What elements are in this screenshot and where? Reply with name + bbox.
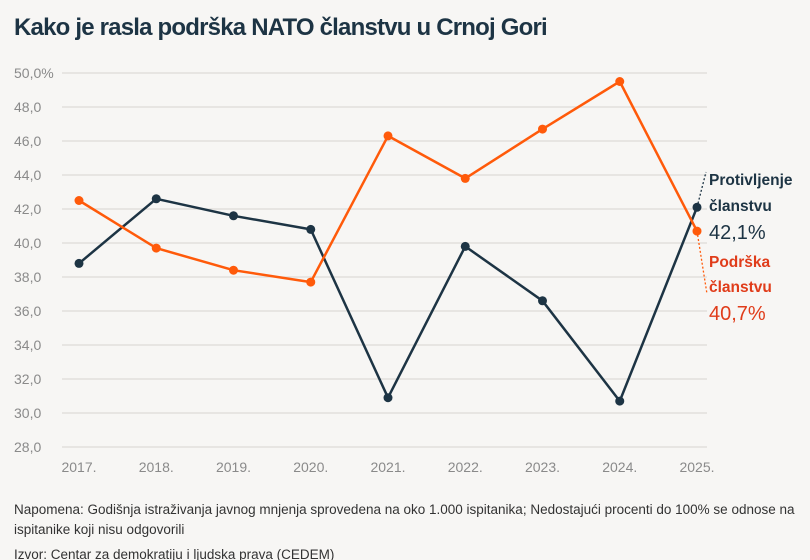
x-tick-label: 2020.	[293, 459, 328, 475]
y-tick-label: 46,0	[14, 133, 41, 149]
y-tick-label: 38,0	[14, 269, 41, 285]
x-tick-label: 2025.	[679, 459, 714, 475]
label-leader-line	[696, 230, 708, 295]
x-tick-label: 2021.	[370, 459, 405, 475]
series-last-value: 40,7%	[709, 303, 766, 325]
y-tick-label: 42,0	[14, 201, 41, 217]
data-point	[538, 296, 547, 306]
y-tick-label: 30,0	[14, 405, 41, 421]
data-point	[383, 393, 393, 403]
series-last-value: 42,1%	[709, 222, 766, 244]
series-line	[78, 80, 699, 284]
data-point	[229, 211, 238, 221]
y-tick-label: 36,0	[14, 303, 41, 319]
chart-note: Napomena: Godišnja istraživanja javnog m…	[14, 502, 795, 537]
y-tick-label: 48,0	[14, 99, 41, 115]
x-tick-label: 2024.	[602, 459, 637, 475]
series-label: Protivljenje	[709, 172, 793, 189]
series-label: Podrška	[709, 254, 771, 271]
data-point	[229, 265, 238, 275]
data-point	[460, 173, 470, 183]
data-point	[151, 243, 161, 253]
x-tick-label: 2018.	[139, 459, 174, 475]
data-point	[306, 277, 316, 287]
data-point	[615, 77, 625, 86]
data-point	[692, 226, 702, 236]
data-point	[538, 124, 547, 134]
line-chart: 28,0 30,0 32,0 34,0 36,0 38,0 40,0 42,0 44,0 46,0…	[14, 65, 793, 475]
data-point	[615, 396, 625, 406]
x-tick-label: 2017.	[61, 459, 96, 475]
y-tick-label: 50,0%	[14, 65, 54, 81]
data-point	[460, 241, 470, 251]
y-tick-label: 28,0	[14, 439, 41, 455]
series-line	[78, 197, 699, 403]
y-tick-label: 40,0	[14, 235, 41, 251]
data-point	[383, 131, 393, 141]
data-point	[692, 202, 702, 212]
x-tick-label: 2019.	[216, 459, 251, 475]
y-tick-label: 32,0	[14, 371, 41, 387]
chart-title: Kako je rasla podrška NATO članstvu u Cr…	[14, 14, 548, 41]
y-tick-label: 34,0	[14, 337, 41, 353]
y-tick-label: 44,0	[14, 167, 41, 183]
data-point	[74, 196, 84, 205]
chart-source: Izvor: Centar za demokratiju i ljudska p…	[14, 547, 335, 560]
data-point	[151, 194, 161, 204]
series-label: članstvu	[709, 279, 772, 296]
series-label: članstvu	[709, 198, 772, 215]
label-leader-line	[696, 171, 707, 208]
x-tick-label: 2023.	[525, 459, 560, 475]
x-tick-label: 2022.	[448, 459, 483, 475]
data-point	[74, 258, 84, 268]
data-point	[306, 224, 316, 234]
